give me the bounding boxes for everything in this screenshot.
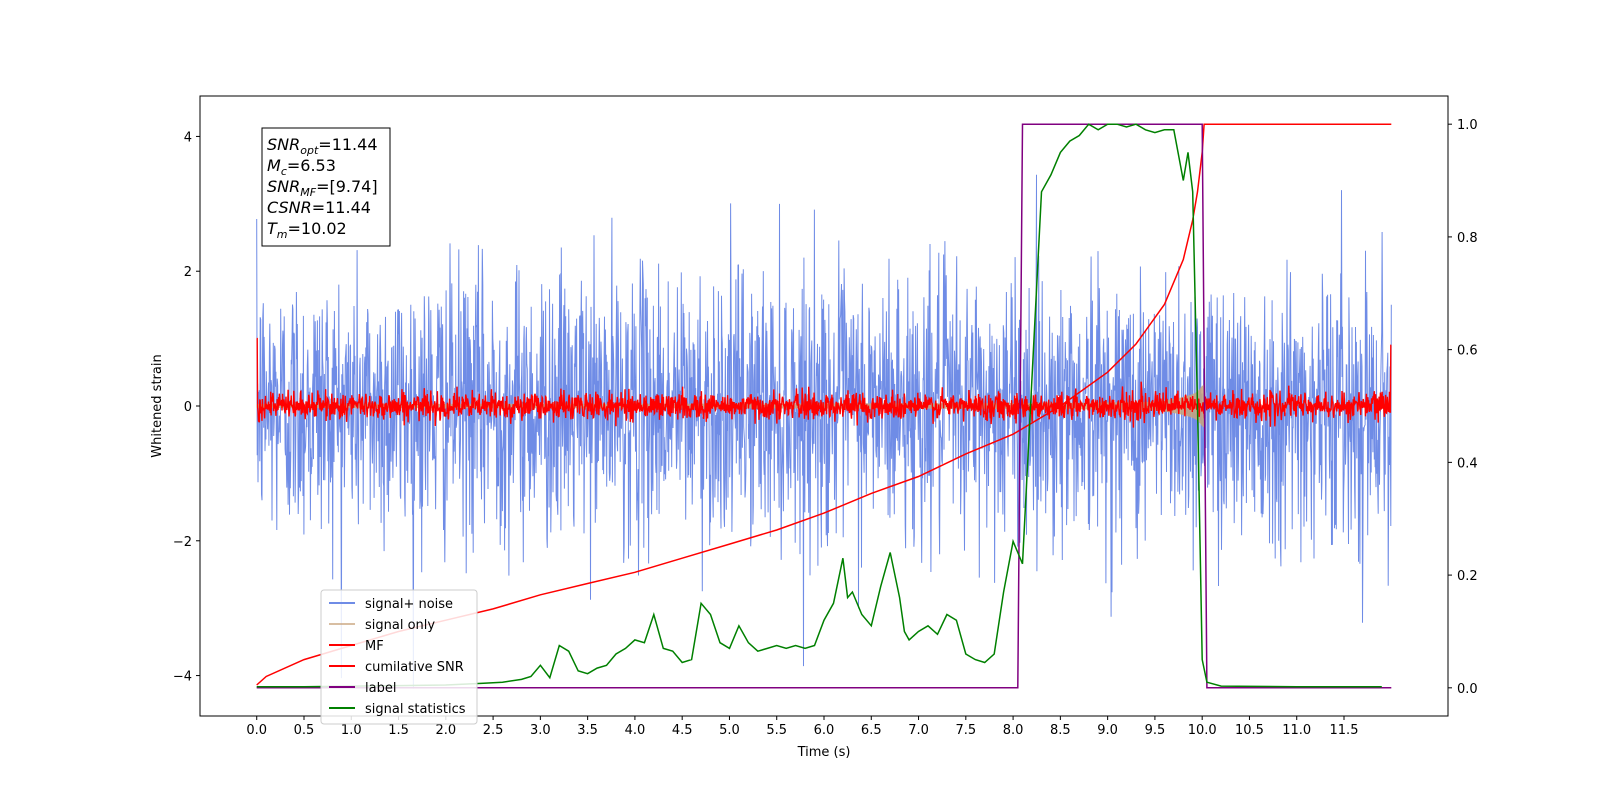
x-tick-label: 0.0 [246,723,267,738]
y-axis-label: Whitened strain [150,354,165,457]
legend-label: MF [365,639,384,654]
y-left-tick-label: −4 [173,670,192,685]
info-line: SNRMF=[9.74] [267,177,378,199]
x-tick-label: 4.0 [625,723,646,738]
y-right-tick-label: 0.4 [1457,456,1478,471]
y-axis-right: 1.0 0.8 0.6 0.4 0.2 0.0 [1448,118,1478,697]
x-tick-label: 9.0 [1097,723,1118,738]
info-box-frame [261,127,391,247]
y-axis-left: 4 2 0 −2 −4 [173,130,200,685]
info-box: SNRopt=11.44Mc=6.53SNRMF=[9.74]CSNR=11.4… [261,127,391,247]
info-line: Tm=10.02 [267,219,347,241]
x-tick-label: 5.5 [766,723,787,738]
y-left-tick-label: 0 [184,400,192,415]
series-signal-noise [256,174,1392,689]
y-left-tick-label: −2 [173,535,192,550]
x-axis: 0.0 0.5 1.0 1.5 2.0 2.5 3.0 3.5 4.0 4.5 5.0 5.5 6.0 6… [246,716,1358,738]
x-tick-label: 4.5 [672,723,693,738]
y-right-tick-label: 0.2 [1457,569,1478,584]
info-line: Mc=6.53 [267,156,336,178]
x-tick-label: 3.5 [577,723,598,738]
x-tick-label: 1.0 [341,723,362,738]
y-right-tick-label: 0.6 [1457,344,1478,359]
x-tick-label: 5.0 [719,723,740,738]
x-tick-label: 10.5 [1235,723,1264,738]
legend-label: signal statistics [365,702,466,717]
legend: signal+ noise signal only MF cumilative SNR… [320,589,478,725]
legend-frame [320,589,478,725]
x-tick-label: 11.5 [1330,723,1359,738]
x-axis-label: Time (s) [797,745,851,760]
x-tick-label: 10.0 [1188,723,1217,738]
series-mf [256,337,1392,428]
x-tick-label: 3.0 [530,723,551,738]
legend-label: signal+ noise [365,597,453,612]
legend-label: signal only [365,618,435,633]
x-tick-label: 7.5 [955,723,976,738]
x-tick-label: 6.0 [814,723,835,738]
y-right-tick-label: 1.0 [1457,118,1478,133]
x-tick-label: 6.5 [861,723,882,738]
x-tick-label: 1.5 [388,723,409,738]
x-tick-label: 0.5 [294,723,315,738]
series-signal-statistics [256,123,1382,688]
x-tick-label: 9.5 [1145,723,1166,738]
y-right-tick-label: 0.8 [1457,231,1478,246]
x-tick-label: 2.5 [483,723,504,738]
legend-label: label [365,681,396,696]
legend-label: cumilative SNR [365,660,464,675]
x-tick-label: 11.0 [1282,723,1311,738]
info-line: CSNR=11.44 [267,198,371,217]
y-left-tick-label: 2 [184,265,192,280]
y-left-tick-label: 4 [184,130,192,145]
x-tick-label: 7.0 [908,723,929,738]
y-right-tick-label: 0.0 [1457,682,1478,697]
x-tick-label: 8.5 [1050,723,1071,738]
x-tick-label: 8.0 [1003,723,1024,738]
info-line: SNRopt=11.44 [267,135,378,157]
x-tick-label: 2.0 [435,723,456,738]
